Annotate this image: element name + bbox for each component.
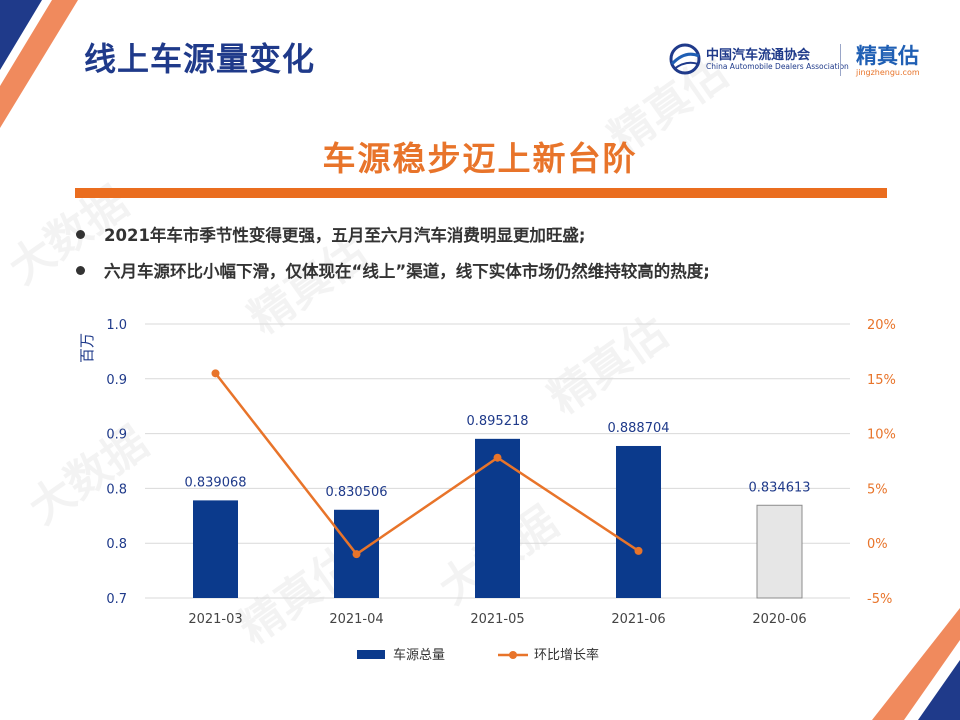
y-tick-label: 0.7 <box>106 592 127 607</box>
page-title: 线上车源量变化 <box>84 40 316 78</box>
y-tick-label: 1.0 <box>106 318 127 333</box>
x-tick-label: 2021-06 <box>611 612 665 627</box>
bullet-dot-icon <box>76 266 85 275</box>
caada-logo-name: 中国汽车流通协会 <box>706 48 811 63</box>
growth-point <box>211 369 220 378</box>
legend-swatch-marker <box>509 651 517 659</box>
bar <box>193 500 238 598</box>
y-tick-label: 0.8 <box>106 482 127 497</box>
growth-line <box>214 372 640 556</box>
growth-point <box>352 550 361 559</box>
bar-data-label: 0.839068 <box>184 475 246 490</box>
bullet-dot-icon <box>76 230 85 239</box>
jingzhengu-logo-url: jingzhengu.com <box>856 68 920 77</box>
y2-tick-label: 5% <box>867 482 888 497</box>
chart-svg: 0.7 -5% 0.8 0% 0.8 5% 0.9 10% 0.9 15% 1.0 20% 百万 2021… <box>78 318 896 663</box>
y2-tick-label: 20% <box>867 318 896 333</box>
x-tick-label: 2021-04 <box>329 612 383 627</box>
legend-label: 环比增长率 <box>534 647 599 663</box>
bar-data-label: 0.834613 <box>748 480 810 495</box>
bullet-text: 六月车源环比小幅下滑，仅体现在“线上”渠道，线下实体市场仍然维持较高的热度; <box>104 262 710 281</box>
legend-label: 车源总量 <box>393 647 445 663</box>
chart: 0.7 -5% 0.8 0% 0.8 5% 0.9 10% 0.9 15% 1.0 20% 百万 2021… <box>0 300 960 680</box>
y2-tick-label: 15% <box>867 373 896 388</box>
bottom-right-corner-stripes <box>872 608 960 720</box>
jingzhengu-logo-name: 精真估 <box>856 44 919 68</box>
y-tick-label: 0.9 <box>106 373 127 388</box>
bar-data-label: 0.888704 <box>607 421 669 436</box>
headline-underline <box>75 188 887 198</box>
bar <box>756 504 803 599</box>
y-tick-label: 0.9 <box>106 428 127 443</box>
y2-tick-label: 0% <box>867 537 888 552</box>
x-tick-label: 2020-06 <box>752 612 806 627</box>
caada-logo-english-name: China Automobile Dealers Association <box>706 62 849 71</box>
bar <box>616 445 661 598</box>
top-left-corner-stripes <box>0 0 78 128</box>
caada-logo-icon <box>669 43 701 75</box>
slide-headline: 车源稳步迈上新台阶 <box>322 139 638 178</box>
logo-block: 中国汽车流通协会 China Automobile Dealers Associ… <box>668 40 938 80</box>
growth-point <box>634 546 643 555</box>
y-tick-label: 0.8 <box>106 537 127 552</box>
x-tick-label: 2021-03 <box>188 612 242 627</box>
bar-data-label: 0.895218 <box>466 414 528 429</box>
y2-tick-label: 10% <box>867 428 896 443</box>
y2-tick-label: -5% <box>867 592 892 607</box>
bullet-text: 2021年车市季节性变得更强，五月至六月汽车消费明显更加旺盛; <box>104 226 586 245</box>
x-tick-label: 2021-05 <box>470 612 524 627</box>
logo-divider <box>840 44 841 76</box>
bar <box>475 438 520 598</box>
legend-swatch-bar <box>357 650 385 659</box>
y-axis-title: 百万 <box>78 333 96 363</box>
bar-data-label: 0.830506 <box>325 485 387 500</box>
growth-point <box>493 453 502 462</box>
